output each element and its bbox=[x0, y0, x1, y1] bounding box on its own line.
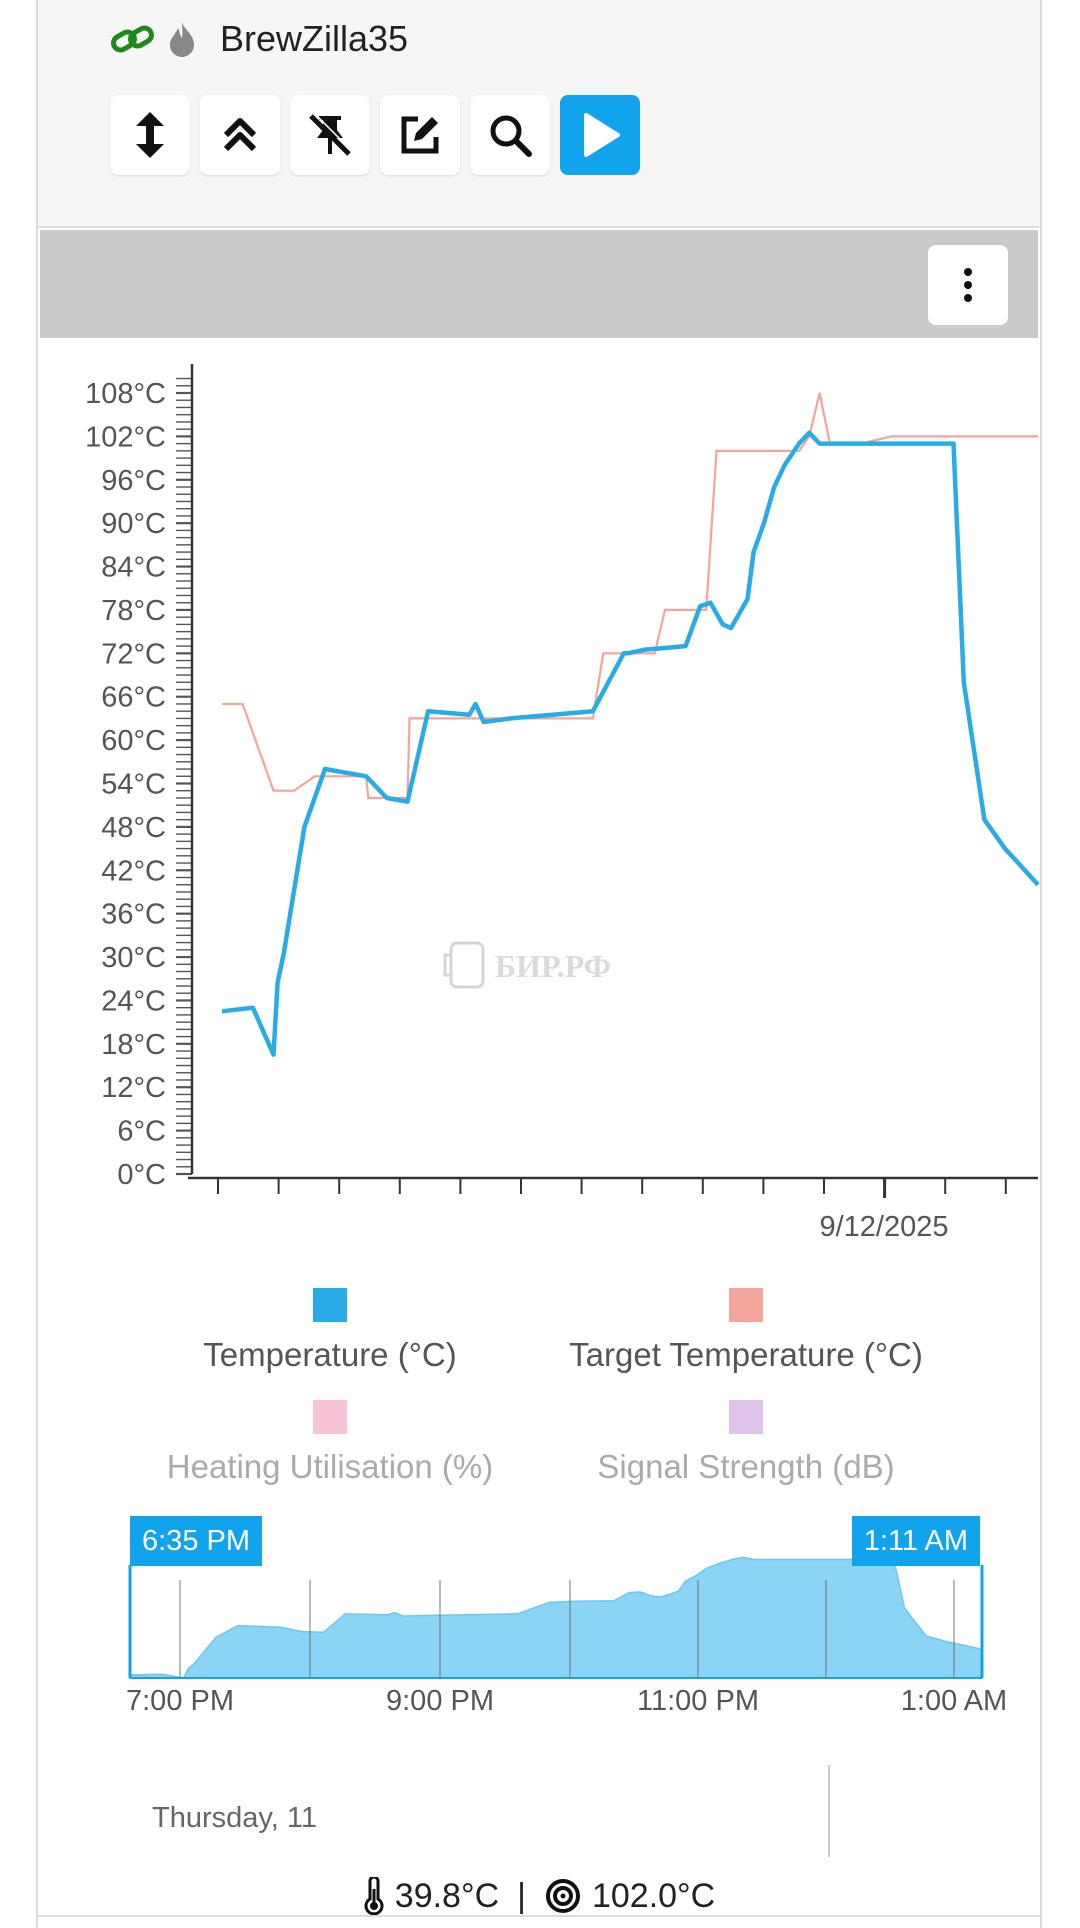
y-tick-label: 18°C bbox=[101, 1029, 166, 1061]
legend-swatch bbox=[313, 1288, 347, 1322]
navigator-tick-label: 1:00 AM bbox=[900, 1685, 1008, 1717]
y-tick-label: 108°C bbox=[85, 378, 166, 410]
watermark-text: БИР.РФ bbox=[495, 948, 611, 984]
y-tick-label: 84°C bbox=[101, 552, 166, 584]
legend-item-target-temperature[interactable]: Target Temperature (°C) bbox=[546, 1288, 946, 1374]
edit-button[interactable] bbox=[380, 95, 460, 175]
y-tick-label: 72°C bbox=[101, 638, 166, 670]
device-name: BrewZilla35 bbox=[220, 18, 409, 59]
header: BrewZilla35 bbox=[38, 0, 1040, 228]
day-label: Thursday, 11 bbox=[152, 1802, 317, 1834]
title-row: BrewZilla35 bbox=[110, 14, 408, 64]
navigator-tick-label: 11:00 PM bbox=[637, 1685, 759, 1717]
navigator-tick-label: 9:00 PM bbox=[386, 1685, 494, 1717]
legend-swatch bbox=[313, 1400, 347, 1434]
legend-label: Target Temperature (°C) bbox=[569, 1336, 923, 1373]
legend-label: Signal Strength (dB) bbox=[597, 1448, 895, 1485]
navigator-axis: 7:00 PM 9:00 PM 11:00 PM 1:00 AM bbox=[38, 1685, 1040, 1725]
target-icon bbox=[545, 1879, 580, 1913]
legend-item-temperature[interactable]: Temperature (°C) bbox=[130, 1288, 530, 1374]
double-chevron-up-icon bbox=[223, 118, 257, 152]
collapse-up-button[interactable] bbox=[200, 95, 280, 175]
thermometer-icon bbox=[364, 1877, 384, 1915]
y-tick-label: 0°C bbox=[117, 1159, 166, 1191]
target-temperature-line bbox=[222, 392, 1038, 800]
navigator-svg bbox=[128, 1556, 984, 1679]
x-axis-date-label: 9/12/2025 bbox=[819, 1211, 948, 1243]
watermark-logo: БИР.РФ bbox=[443, 935, 683, 995]
bottom-divider bbox=[38, 1915, 1040, 1917]
range-end-handle[interactable]: 1:11 AM bbox=[851, 1516, 980, 1566]
y-tick-label: 30°C bbox=[101, 942, 166, 974]
play-button[interactable] bbox=[560, 95, 640, 175]
chart-menu-button[interactable] bbox=[928, 245, 1008, 325]
y-tick-label: 102°C bbox=[85, 421, 166, 453]
legend-swatch bbox=[729, 1400, 763, 1434]
more-vertical-icon bbox=[964, 268, 972, 302]
day-divider bbox=[828, 1765, 830, 1857]
chart-legend: Temperature (°C) Target Temperature (°C)… bbox=[38, 1280, 1040, 1490]
y-tick-label: 48°C bbox=[101, 812, 166, 844]
flame-icon bbox=[168, 18, 198, 60]
y-tick-label: 36°C bbox=[101, 899, 166, 931]
toolbar bbox=[110, 95, 640, 175]
range-navigator[interactable]: 6:35 PM 1:11 AM 7:00 PM 9:00 PM 11:00 PM… bbox=[38, 1510, 1040, 1730]
temperature-chart[interactable]: 108°C 102°C 96°C 90°C 84°C 78°C 72°C 66°C 60°C 54… bbox=[38, 350, 1040, 1250]
y-tick-label: 12°C bbox=[101, 1072, 166, 1104]
navigator-area bbox=[129, 1556, 983, 1679]
unpin-icon bbox=[309, 112, 353, 156]
legend-label: Heating Utilisation (%) bbox=[166, 1448, 494, 1485]
chart-svg: 108°C 102°C 96°C 90°C 84°C 78°C 72°C 66°C 60°C 54… bbox=[85, 364, 1040, 1243]
y-tick-label: 42°C bbox=[101, 855, 166, 887]
y-tick-label: 24°C bbox=[101, 985, 166, 1017]
expand-vertical-button[interactable] bbox=[110, 95, 190, 175]
search-icon bbox=[490, 115, 532, 157]
legend-label: Temperature (°C) bbox=[203, 1336, 457, 1373]
navigator-tick-label: 7:00 PM bbox=[126, 1685, 234, 1717]
legend-swatch bbox=[729, 1288, 763, 1322]
legend-item-heating-utilisation[interactable]: Heating Utilisation (%) bbox=[130, 1400, 530, 1486]
y-tick-label: 96°C bbox=[101, 465, 166, 497]
y-tick-label: 66°C bbox=[101, 682, 166, 714]
link-icon bbox=[110, 19, 156, 59]
chart-panel-header bbox=[40, 230, 1038, 338]
unpin-button[interactable] bbox=[290, 95, 370, 175]
edit-icon bbox=[401, 116, 439, 154]
y-tick-label: 60°C bbox=[101, 725, 166, 757]
play-icon bbox=[584, 113, 620, 157]
range-start-handle[interactable]: 6:35 PM bbox=[130, 1516, 262, 1566]
search-button[interactable] bbox=[470, 95, 550, 175]
status-row: 39.8°C | 102.0°C bbox=[38, 1868, 1040, 1924]
status-separator: | bbox=[517, 1876, 526, 1915]
y-tick-label: 78°C bbox=[101, 595, 166, 627]
y-tick-label: 6°C bbox=[117, 1116, 166, 1148]
y-tick-label: 54°C bbox=[101, 769, 166, 801]
target-temperature: 102.0°C bbox=[591, 1876, 716, 1915]
arrows-vertical-icon bbox=[136, 112, 164, 158]
y-tick-label: 90°C bbox=[101, 508, 166, 540]
current-temperature: 39.8°C bbox=[394, 1876, 500, 1915]
temperature-line bbox=[221, 430, 1040, 1057]
legend-item-signal-strength[interactable]: Signal Strength (dB) bbox=[546, 1400, 946, 1486]
app-frame: BrewZilla35 bbox=[36, 0, 1042, 1928]
